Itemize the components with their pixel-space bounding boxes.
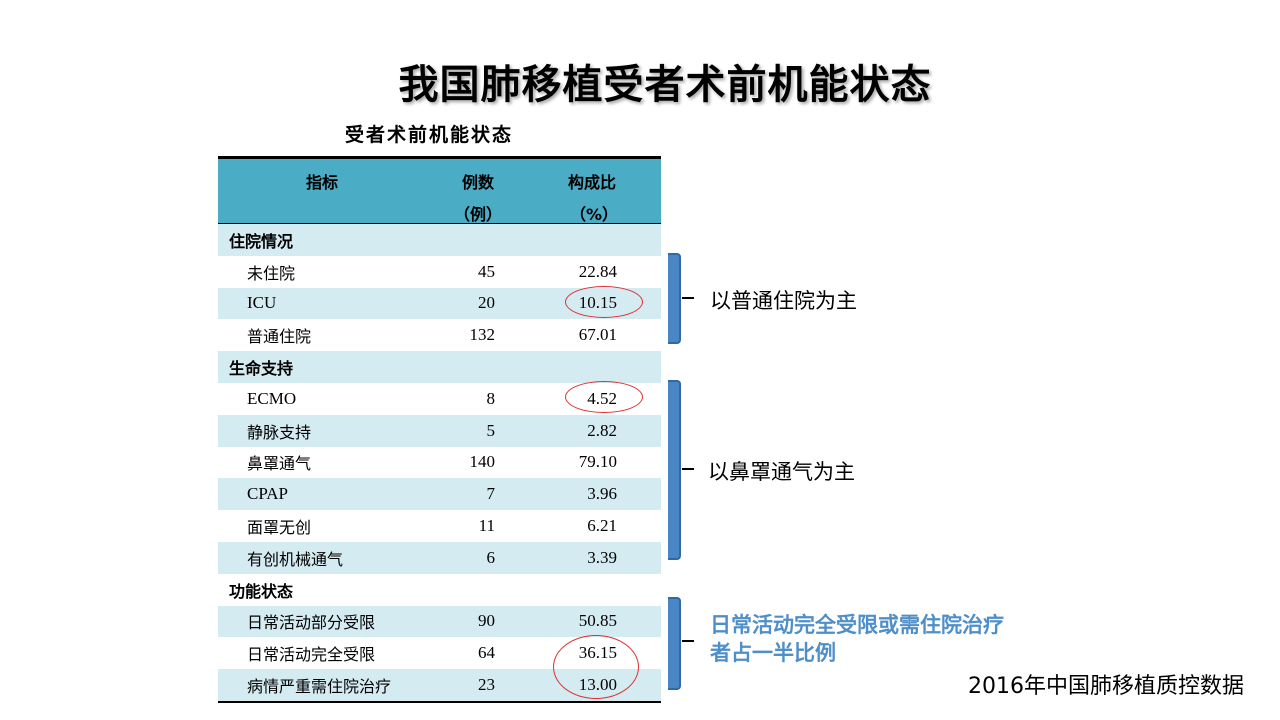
bracket-hospital xyxy=(668,253,681,344)
table-body: 住院情况未住院 45 22.84 ICU 20 10.15 普通住院 132 67.01 生命支持… xyxy=(218,224,661,701)
data-table: 指标 例数 （例） 构成比 （%） 住院情况未住院 45 22.84 ICU 20 10.… xyxy=(218,156,661,703)
bracket-tick-support xyxy=(682,468,694,470)
row-label: 面罩无创 xyxy=(247,518,312,538)
table-row: 日常活动部分受限 90 50.85 xyxy=(218,605,661,638)
section-label: 住院情况 xyxy=(229,231,294,251)
table-row: 未住院 45 22.84 xyxy=(218,256,661,288)
row-percent: 79.10 xyxy=(578,452,617,472)
row-percent: 67.01 xyxy=(578,325,617,345)
header-count: 例数 xyxy=(462,173,495,192)
row-label: 日常活动完全受限 xyxy=(247,645,376,665)
row-percent: 3.39 xyxy=(587,547,617,567)
table-row: 病情严重需住院治疗 23 13.00 xyxy=(218,669,661,701)
table-row: 面罩无创 11 6.21 xyxy=(218,510,661,542)
table-row: 鼻罩通气 140 79.10 xyxy=(218,447,661,479)
row-percent: 10.15 xyxy=(578,293,617,313)
row-count: 8 xyxy=(486,388,496,408)
row-label: 病情严重需住院治疗 xyxy=(247,677,392,697)
header-count-unit: （例） xyxy=(454,205,503,224)
table-section-row: 住院情况 xyxy=(218,224,661,256)
row-count: 7 xyxy=(486,484,496,504)
note-support: 以鼻罩通气为主 xyxy=(708,460,855,484)
row-percent: 2.82 xyxy=(587,420,617,440)
row-label: CPAP xyxy=(247,484,288,504)
section-label: 生命支持 xyxy=(229,359,294,379)
row-count: 6 xyxy=(486,547,496,567)
row-count: 20 xyxy=(478,293,495,313)
row-percent: 36.15 xyxy=(578,643,617,663)
table-caption: 受者术前机能状态 xyxy=(345,124,514,146)
header-indicator: 指标 xyxy=(306,173,339,192)
table-row: 日常活动完全受限 64 36.15 xyxy=(218,637,661,669)
row-percent: 4.52 xyxy=(587,388,617,408)
row-count: 140 xyxy=(469,452,496,472)
row-count: 132 xyxy=(469,325,496,345)
row-label: ICU xyxy=(247,293,277,313)
row-label: 鼻罩通气 xyxy=(247,454,312,474)
bracket-support xyxy=(668,380,681,560)
note-hospital: 以普通住院为主 xyxy=(710,289,857,313)
table-row: 静脉支持 5 2.82 xyxy=(218,414,661,447)
row-count: 45 xyxy=(478,261,495,281)
row-percent: 13.00 xyxy=(578,675,617,695)
header-pct: 构成比 xyxy=(568,173,617,192)
data-source: 2016年中国肺移植质控数据 xyxy=(968,674,1244,699)
table-row: CPAP 7 3.96 xyxy=(218,478,661,511)
row-label: 有创机械通气 xyxy=(247,549,344,569)
row-percent: 22.84 xyxy=(578,261,617,281)
table-section-row: 生命支持 xyxy=(218,351,661,383)
row-percent: 6.21 xyxy=(587,516,617,536)
row-count: 90 xyxy=(478,611,495,631)
row-percent: 3.96 xyxy=(587,484,617,504)
bracket-tick-hospital xyxy=(682,297,694,299)
row-label: 日常活动部分受限 xyxy=(247,613,376,633)
row-label: 静脉支持 xyxy=(247,422,312,442)
row-count: 64 xyxy=(478,643,495,663)
row-count: 5 xyxy=(486,420,496,440)
row-count: 11 xyxy=(478,516,495,536)
row-count: 23 xyxy=(478,675,495,695)
table-row: ECMO 8 4.52 xyxy=(218,383,661,415)
row-label: ECMO xyxy=(247,388,297,408)
row-percent: 50.85 xyxy=(578,611,617,631)
section-label: 功能状态 xyxy=(229,581,294,601)
table-row: 有创机械通气 6 3.39 xyxy=(218,541,661,574)
bracket-function xyxy=(668,597,681,690)
table-row: ICU 20 10.15 xyxy=(218,287,661,320)
header-pct-unit: （%） xyxy=(570,205,619,224)
table-section-row: 功能状态 xyxy=(218,574,661,606)
table-header: 指标 例数 （例） 构成比 （%） xyxy=(218,159,661,224)
row-label: 未住院 xyxy=(247,263,296,283)
table-row: 普通住院 132 67.01 xyxy=(218,319,661,351)
row-label: 普通住院 xyxy=(247,327,312,347)
slide-title: 我国肺移植受者术前机能状态 xyxy=(398,62,932,108)
note-function: 日常活动完全受限或需住院治疗 者占一半比例 xyxy=(710,611,1004,667)
note-function-line1: 日常活动完全受限或需住院治疗 xyxy=(710,613,1004,637)
bracket-tick-function xyxy=(682,640,694,642)
note-function-line2: 者占一半比例 xyxy=(710,641,836,665)
